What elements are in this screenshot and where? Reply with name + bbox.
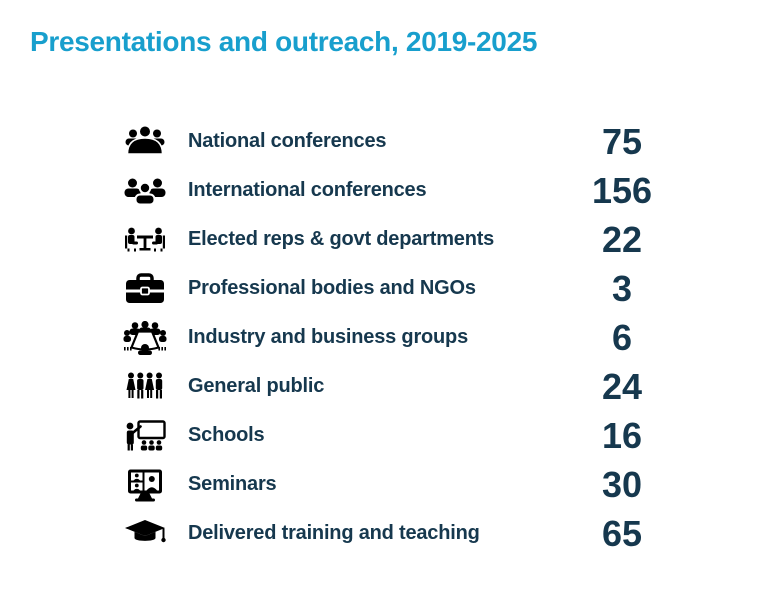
crowd-icon (122, 371, 168, 403)
stat-row-industry-groups: Industry and business groups 6 (122, 313, 676, 362)
stats-list: National conferences 75 International co… (122, 117, 676, 558)
row-value: 24 (601, 365, 643, 407)
row-label: Industry and business groups (188, 326, 468, 348)
row-label: Elected reps & govt departments (188, 228, 495, 250)
row-value: 30 (601, 463, 643, 505)
graduation-cap-icon (122, 518, 168, 550)
row-value: 6 (611, 316, 633, 358)
classroom-icon (122, 419, 168, 452)
meeting-table-icon (122, 224, 168, 256)
row-value: 22 (601, 218, 643, 260)
stat-row-international-conferences: International conferences 156 (122, 166, 676, 215)
page-title: Presentations and outreach, 2019-2025 (30, 26, 538, 57)
row-label: Seminars (188, 473, 277, 495)
briefcase-icon (122, 272, 168, 305)
row-value: 65 (601, 512, 643, 554)
row-value: 156 (591, 169, 653, 211)
stat-row-schools: Schools 16 (122, 411, 676, 460)
stat-row-training-teaching: Delivered training and teaching 65 (122, 509, 676, 558)
stat-row-national-conferences: National conferences 75 (122, 117, 676, 166)
row-label: International conferences (188, 179, 427, 201)
video-seminar-icon (122, 468, 168, 502)
stat-row-professional-bodies: Professional bodies and NGOs 3 (122, 264, 676, 313)
row-label: General public (188, 375, 325, 397)
round-table-icon (122, 320, 168, 355)
row-label: Delivered training and teaching (188, 522, 480, 544)
row-label: Professional bodies and NGOs (188, 277, 476, 299)
row-value: 75 (601, 120, 643, 162)
row-label: Schools (188, 424, 265, 446)
stat-row-general-public: General public 24 (122, 362, 676, 411)
stat-row-seminars: Seminars 30 (122, 460, 676, 509)
stat-row-elected-reps: Elected reps & govt departments 22 (122, 215, 676, 264)
people-group-icon (122, 175, 168, 207)
audience-icon (122, 126, 168, 158)
row-label: National conferences (188, 130, 387, 152)
row-value: 16 (601, 414, 643, 456)
row-value: 3 (611, 267, 633, 309)
